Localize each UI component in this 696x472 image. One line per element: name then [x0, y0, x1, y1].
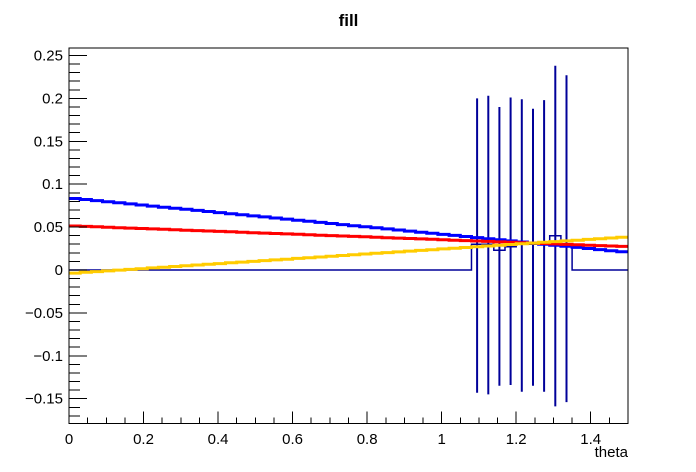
x-tick-label: 0.2 [133, 431, 154, 448]
x-axis-title: theta [595, 444, 629, 461]
y-tick-label: −0.05 [25, 305, 63, 322]
y-tick-label: 0.25 [34, 47, 63, 64]
y-tick-label: 0.05 [34, 219, 63, 236]
y-tick-label: 0.1 [42, 176, 63, 193]
y-tick-label: −0.15 [25, 391, 63, 408]
x-tick-label: 0.4 [208, 431, 229, 448]
x-tick-label: 1 [437, 431, 445, 448]
y-tick-label: 0.2 [42, 90, 63, 107]
x-tick-label: 0.6 [282, 431, 303, 448]
x-tick-label: 0.8 [357, 431, 378, 448]
x-tick-label: 0 [65, 431, 73, 448]
y-tick-label: 0.15 [34, 133, 63, 150]
y-tick-label: −0.1 [33, 348, 63, 365]
chart-title: fill [339, 11, 359, 30]
y-tick-label: 0 [55, 262, 63, 279]
yellow-rising-line [69, 235, 628, 275]
x-tick-label: 1.2 [506, 431, 527, 448]
x-tick-label: 1.4 [580, 431, 601, 448]
